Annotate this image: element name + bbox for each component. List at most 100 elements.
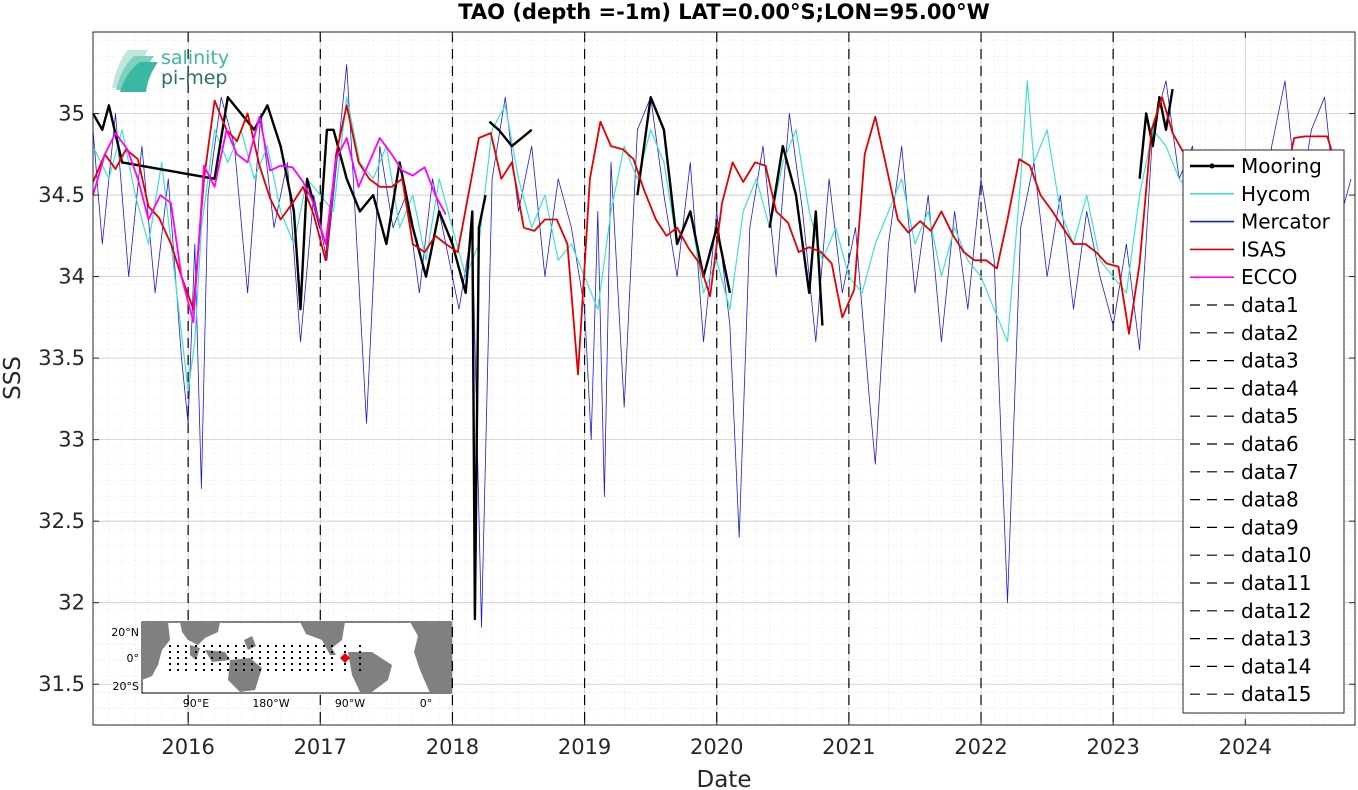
inset-station-dot <box>291 645 293 647</box>
inset-station-dot <box>243 657 245 659</box>
inset-station-dot <box>177 657 179 659</box>
inset-station-dot <box>195 645 197 647</box>
inset-station-dot <box>259 669 261 671</box>
inset-land <box>142 622 451 693</box>
inset-station-dot <box>307 645 309 647</box>
inset-station-dot <box>331 669 333 671</box>
inset-station-dot <box>331 657 333 659</box>
inset-station-dot <box>251 645 253 647</box>
inset-station-dot <box>211 645 213 647</box>
inset-station-dot <box>203 657 205 659</box>
inset-station-dot <box>251 657 253 659</box>
inset-stations <box>169 645 361 671</box>
inset-station-dot <box>251 651 253 653</box>
chart-title: TAO (depth =-1m) LAT=0.00°S;LON=95.00°W <box>458 0 990 24</box>
inset-lon-90e: 90°E <box>183 697 209 710</box>
inset-station-dot <box>299 657 301 659</box>
x-tick-label: 2024 <box>1219 735 1272 759</box>
legend-label: data13 <box>1241 627 1312 651</box>
inset-station-dot <box>235 657 237 659</box>
inset-station-dot <box>299 651 301 653</box>
inset-station-dot <box>307 669 309 671</box>
y-axis-label: SSS <box>0 356 26 400</box>
inset-station-dot <box>259 657 261 659</box>
salinity-pimep-logo: salinity pi-mep <box>112 47 229 92</box>
inset-station-dot <box>267 663 269 665</box>
inset-station-dot <box>283 645 285 647</box>
legend-label: Mercator <box>1241 210 1331 234</box>
inset-lat-20s: 20°S <box>113 680 139 693</box>
inset-station-dot <box>344 645 346 647</box>
inset-station-dot <box>291 651 293 653</box>
inset-station-dot <box>259 663 261 665</box>
inset-lon-90w: 90°W <box>335 697 365 710</box>
vertical-markers <box>187 32 1114 725</box>
legend-box <box>1182 149 1345 714</box>
inset-station-dot <box>203 663 205 665</box>
y-tick-label: 33.5 <box>38 346 85 370</box>
plot-area <box>93 32 1355 725</box>
legend-label: data5 <box>1241 404 1299 428</box>
inset-station-dot <box>323 669 325 671</box>
legend-label: data12 <box>1241 599 1312 623</box>
inset-station-dot <box>195 663 197 665</box>
inset-station-dot <box>227 657 229 659</box>
inset-station-dot <box>243 669 245 671</box>
inset-station-dot <box>331 651 333 653</box>
inset-station-dot <box>323 651 325 653</box>
inset-station-dot <box>211 663 213 665</box>
legend-label: data10 <box>1241 543 1312 567</box>
inset-station-dot <box>177 669 179 671</box>
y-tick-label: 34 <box>58 265 85 289</box>
plot-frame <box>92 31 1356 726</box>
inset-station-dot <box>195 669 197 671</box>
legend: Mooring Hycom Mercator ISAS ECCO data1 data2 da… <box>1182 149 1345 714</box>
inset-station-dot <box>275 657 277 659</box>
inset-station-dot <box>251 669 253 671</box>
inset-station-dot <box>185 645 187 647</box>
inset-station-dot <box>359 645 361 647</box>
inset-station-dot <box>243 663 245 665</box>
inset-station-dot <box>359 657 361 659</box>
x-tick-label: 2018 <box>426 735 479 759</box>
inset-station-dot <box>315 663 317 665</box>
station-marker <box>340 653 350 663</box>
inset-station-dot <box>359 651 361 653</box>
x-axis-label: Date <box>697 767 752 790</box>
legend-label: data14 <box>1241 654 1312 678</box>
inset-station-dot <box>177 645 179 647</box>
y-tick-label: 35 <box>58 102 85 126</box>
inset-station-dot <box>299 645 301 647</box>
inset-station-dot <box>203 651 205 653</box>
x-tick-label: 2020 <box>690 735 743 759</box>
inset-station-dot <box>177 663 179 665</box>
inset-station-dot <box>185 657 187 659</box>
legend-label: data6 <box>1241 432 1299 456</box>
series-lines <box>91 64 1352 628</box>
y-tick-label: 34.5 <box>38 183 85 207</box>
inset-station-dot <box>283 669 285 671</box>
inset-station-dot <box>259 645 261 647</box>
x-tick-label: 2017 <box>294 735 347 759</box>
x-tick-label: 2023 <box>1086 735 1139 759</box>
series-line-ecco <box>92 115 447 324</box>
y-tick-label: 33 <box>58 428 85 452</box>
inset-station-dot <box>267 657 269 659</box>
legend-label: data2 <box>1241 321 1299 345</box>
inset-lon-180w: 180°W <box>252 697 289 710</box>
inset-station-dot <box>331 645 333 647</box>
inset-station-dot <box>227 669 229 671</box>
inset-station-dot <box>227 663 229 665</box>
inset-station-dot <box>299 663 301 665</box>
inset-station-dot <box>275 669 277 671</box>
inset-station-dot <box>267 651 269 653</box>
legend-label: data1 <box>1241 293 1299 317</box>
inset-station-dot <box>307 657 309 659</box>
legend-label: data15 <box>1241 682 1312 706</box>
y-tick-label: 32.5 <box>38 509 85 533</box>
legend-label: data11 <box>1241 571 1312 595</box>
inset-station-dot <box>169 663 171 665</box>
inset-station-dot <box>291 669 293 671</box>
inset-station-dot <box>267 645 269 647</box>
